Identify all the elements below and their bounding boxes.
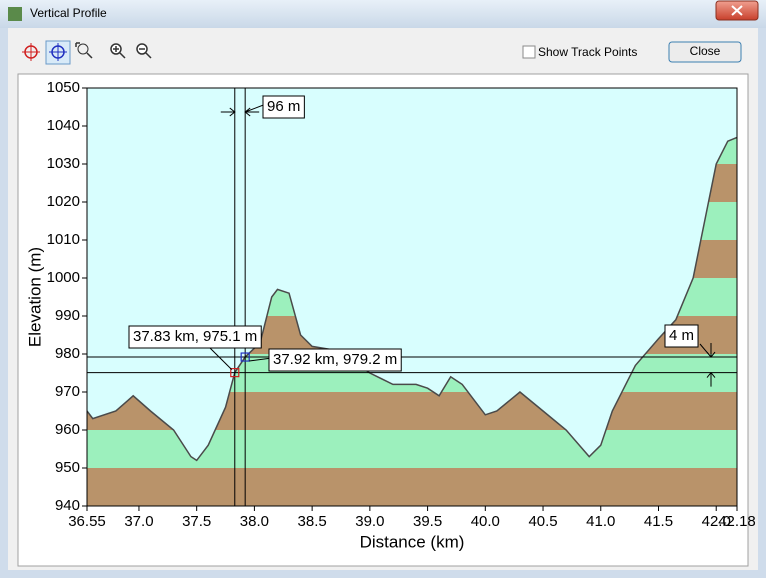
x-axis-title: Distance (km) (360, 532, 465, 551)
y-tick-label: 1030 (47, 155, 80, 172)
y-tick-label: 960 (55, 421, 80, 438)
dx-label-box (262, 95, 305, 119)
window-title: Vertical Profile (30, 6, 107, 20)
y-tick-label: 990 (55, 307, 80, 324)
x-tick-label: 40.5 (528, 513, 557, 530)
zoom-in-tool[interactable] (110, 43, 126, 59)
leader (249, 357, 273, 362)
leader (209, 347, 233, 370)
y-tick-label: 970 (55, 383, 80, 400)
zoom-out-tool[interactable] (136, 43, 152, 59)
checkbox[interactable] (522, 45, 536, 59)
x-tick-label: 37.0 (124, 513, 153, 530)
x-tick-label: 40.0 (471, 513, 500, 530)
close-x-glyph (731, 5, 743, 16)
y-tick-label: 1000 (47, 269, 80, 286)
y-tick-label: 950 (55, 459, 80, 476)
y-tick-label: 1010 (47, 231, 80, 248)
cursor-marker (240, 352, 250, 362)
x-tick-label: 38.0 (240, 513, 269, 530)
cursor-label-box (128, 325, 262, 349)
dy-label-box (664, 324, 699, 348)
app-icon (8, 7, 22, 21)
x-tick-label: 42.18 (718, 513, 756, 530)
profile-line (86, 136, 738, 462)
x-tick-label: 41.5 (644, 513, 673, 530)
dx-label: 96 m (267, 98, 300, 115)
x-tick-label: 41.0 (586, 513, 615, 530)
y-tick-label: 940 (55, 497, 80, 514)
x-tick-label: 39.0 (355, 513, 384, 530)
close-button[interactable] (668, 41, 742, 63)
elevation-band (87, 468, 737, 506)
cursor-label: 37.92 km, 979.2 m (273, 351, 397, 368)
toolbar (22, 40, 152, 65)
x-tick-label: 39.5 (413, 513, 442, 530)
x-tick-label: 42.0 (702, 513, 731, 530)
checkbox-label[interactable]: Show Track Points (538, 45, 637, 59)
dx-arrows (220, 103, 267, 117)
title-bar (0, 0, 766, 28)
y-axis-title: Elevation (m) (25, 247, 44, 347)
plot-border (86, 87, 738, 507)
y-tick-label: 980 (55, 345, 80, 362)
y-tick-label: 1050 (47, 79, 80, 96)
x-tick-label: 37.5 (182, 513, 211, 530)
cursor-label: 37.83 km, 975.1 m (133, 328, 257, 345)
dy-arrows (699, 343, 716, 387)
y-tick-label: 1040 (47, 117, 80, 134)
close-button-label: Close (690, 44, 721, 58)
dy-label: 4 m (669, 327, 694, 344)
x-tick-label: 36.55 (68, 513, 106, 530)
cursor-label-box (268, 348, 402, 372)
cursor-marker (230, 368, 240, 378)
red-cursor-tool[interactable] (22, 43, 40, 61)
x-tick-label: 38.5 (298, 513, 327, 530)
zoom-box-tool[interactable] (75, 42, 93, 59)
y-tick-label: 1020 (47, 193, 80, 210)
blue-cursor-glyph (49, 43, 67, 61)
chart: 940 950 960 970 980 990 1000 1010 1020 1030 1040 10… (25, 79, 755, 552)
